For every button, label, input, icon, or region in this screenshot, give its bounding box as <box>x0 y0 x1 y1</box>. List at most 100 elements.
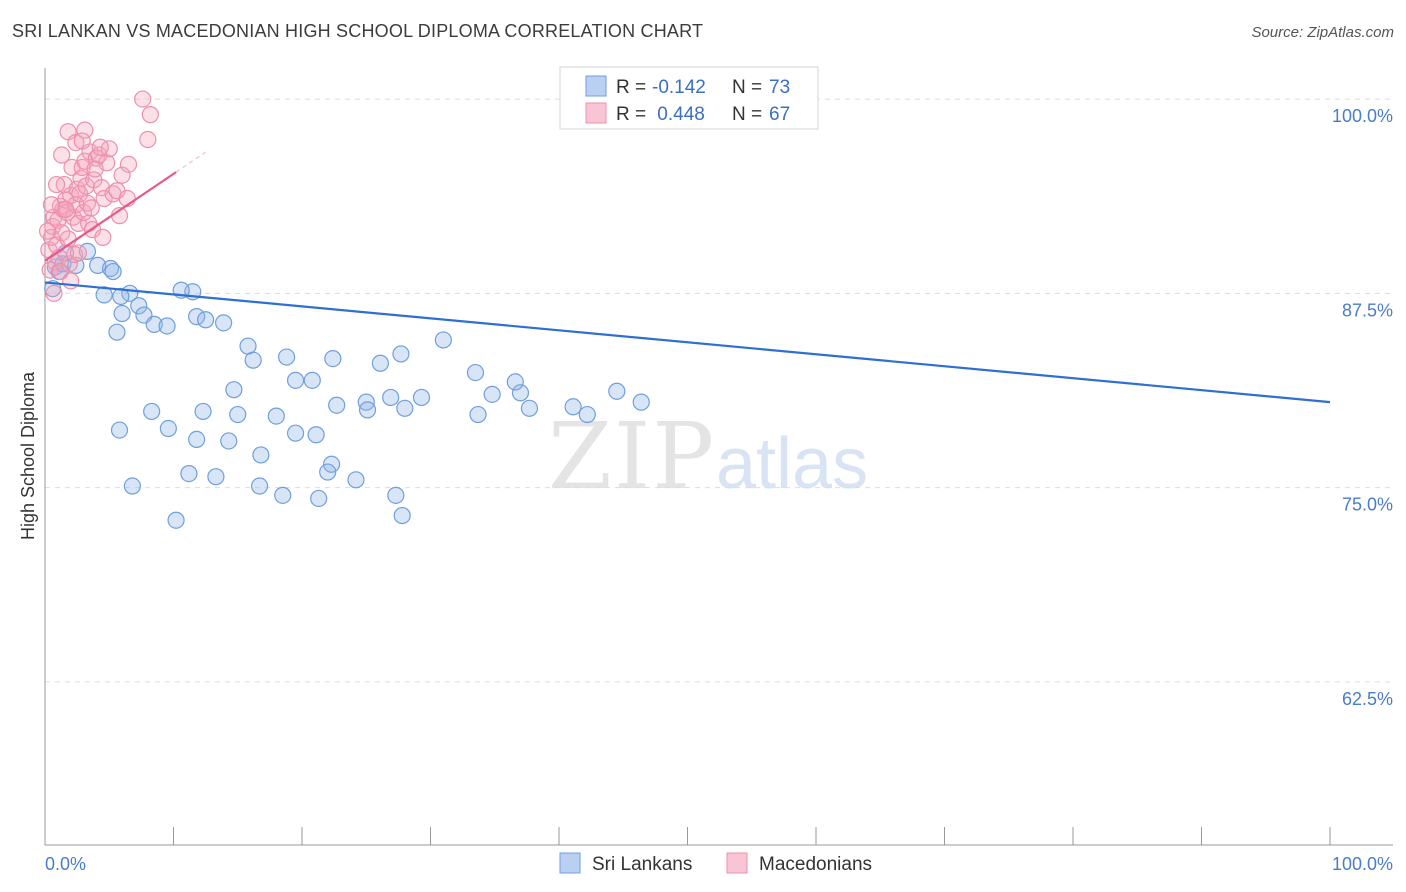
point-sri-lankans-60 <box>207 468 225 486</box>
y-tick-label-2: 75.0% <box>1342 495 1393 515</box>
bottom-legend-swatch-sri-lankans <box>559 852 581 874</box>
series-sri-lankans-points <box>44 242 650 529</box>
point-macedonians-65 <box>73 132 91 150</box>
point-sri-lankans-45 <box>307 426 325 444</box>
point-sri-lankans-72 <box>564 398 582 416</box>
point-sri-lankans-57 <box>123 477 141 495</box>
trend-lines <box>44 151 1331 404</box>
source-label: Source: ZipAtlas.com <box>1251 24 1394 41</box>
point-sri-lankans-8 <box>101 259 120 278</box>
legend-r-value-0: -0.142 <box>652 77 706 98</box>
point-sri-lankans-30 <box>286 371 305 389</box>
point-sri-lankans-17 <box>145 315 163 334</box>
point-macedonians-51 <box>119 155 138 173</box>
point-macedonians-58 <box>62 272 80 290</box>
point-macedonians-66 <box>86 160 104 178</box>
chart-title: SRI LANKAN VS MACEDONIAN HIGH SCHOOL DIP… <box>12 21 704 41</box>
trend-line-sri-lankans <box>44 281 1331 404</box>
point-macedonians-48 <box>67 133 85 152</box>
point-macedonians-49 <box>76 121 94 139</box>
point-macedonians-46 <box>53 146 71 164</box>
point-sri-lankans-28 <box>371 354 389 372</box>
y-tick-label-0: 100.0% <box>1332 106 1393 126</box>
watermark-atlas: atlas <box>716 424 868 504</box>
x-tick-labels: 0.0% 100.0% <box>45 854 1393 874</box>
point-macedonians-32 <box>82 199 100 217</box>
y-axis-title: High School Diploma <box>18 371 38 540</box>
legend-swatch-macedonians <box>585 102 607 124</box>
point-sri-lankans-58 <box>167 511 185 529</box>
point-sri-lankans-68 <box>393 506 411 525</box>
point-sri-lankans-40 <box>608 382 626 400</box>
x-tick-label-left: 0.0% <box>45 854 86 874</box>
legend-r-label-1: R = <box>616 104 646 125</box>
point-sri-lankans-41 <box>578 405 596 424</box>
point-macedonians-37 <box>95 189 113 208</box>
point-sri-lankans-32 <box>225 381 243 399</box>
point-sri-lankans-71 <box>506 373 524 391</box>
point-sri-lankans-23 <box>215 314 233 332</box>
point-sri-lankans-25 <box>244 351 262 369</box>
legend-swatch-sri-lankans <box>585 75 607 97</box>
point-sri-lankans-33 <box>303 371 321 389</box>
point-macedonians-45 <box>47 175 66 194</box>
axes <box>44 68 1393 846</box>
y-tick-label-3: 62.5% <box>1342 689 1393 709</box>
point-sri-lankans-63 <box>347 471 365 489</box>
point-sri-lankans-55 <box>188 430 206 449</box>
y-tick-label-1: 87.5% <box>1342 300 1393 320</box>
bottom-legend-swatch-macedonians <box>726 852 748 874</box>
correlation-legend: R = -0.142 N = 73 R = 0.448 N = 67 <box>559 66 819 130</box>
point-sri-lankans-49 <box>229 405 247 424</box>
bottom-legend-label-sri-lankans: Sri Lankans <box>592 854 692 875</box>
point-sri-lankans-7 <box>89 256 107 274</box>
legend-r-label-0: R = <box>616 77 646 98</box>
point-sri-lankans-36 <box>412 388 431 407</box>
point-sri-lankans-38 <box>511 384 530 402</box>
point-sri-lankans-70 <box>469 405 487 424</box>
point-sri-lankans-29 <box>466 363 485 382</box>
legend-n-label-1: N = <box>732 104 762 125</box>
point-macedonians-63 <box>45 284 63 302</box>
point-sri-lankans-35 <box>328 396 346 414</box>
bottom-legend-label-macedonians: Macedonians <box>759 854 872 875</box>
point-sri-lankans-44 <box>286 424 305 442</box>
point-sri-lankans-31 <box>277 348 296 366</box>
trend-line-macedonians-extension <box>175 151 207 173</box>
point-macedonians-52 <box>139 130 157 149</box>
point-sri-lankans-48 <box>250 477 269 495</box>
point-sri-lankans-53 <box>159 419 177 438</box>
legend-r-value-1: 0.448 <box>652 104 705 125</box>
point-sri-lankans-21 <box>188 308 206 326</box>
watermark: ZIP atlas <box>548 403 868 510</box>
point-sri-lankans-14 <box>108 323 126 341</box>
point-sri-lankans-52 <box>143 402 161 421</box>
point-sri-lankans-62 <box>319 463 337 481</box>
point-macedonians-61 <box>94 228 112 246</box>
y-tick-labels: 100.0% 87.5% 75.0% 62.5% <box>1332 106 1393 709</box>
point-sri-lankans-61 <box>274 486 292 504</box>
x-tick-label-right: 100.0% <box>1332 854 1393 874</box>
point-sri-lankans-51 <box>110 421 129 439</box>
point-sri-lankans-34 <box>267 407 285 425</box>
point-sri-lankans-39 <box>520 399 539 417</box>
point-macedonians-34 <box>87 149 106 167</box>
point-sri-lankans-18 <box>158 317 176 335</box>
point-macedonians-54 <box>134 90 152 108</box>
point-sri-lankans-66 <box>396 399 414 417</box>
point-macedonians-9 <box>53 224 71 242</box>
point-sri-lankans-47 <box>310 489 328 508</box>
series-legend: Sri Lankans Macedonians <box>559 852 872 875</box>
legend-n-value-1: 67 <box>769 104 790 125</box>
point-sri-lankans-9 <box>104 262 122 281</box>
legend-n-label-0: N = <box>732 77 762 98</box>
point-sri-lankans-67 <box>387 486 405 504</box>
legend-n-value-0: 73 <box>769 77 790 98</box>
point-sri-lankans-56 <box>252 446 270 464</box>
point-macedonians-53 <box>141 106 159 124</box>
point-macedonians-21 <box>68 180 86 198</box>
point-sri-lankans-26 <box>324 349 342 368</box>
point-macedonians-50 <box>91 138 109 156</box>
point-macedonians-55 <box>38 222 57 240</box>
